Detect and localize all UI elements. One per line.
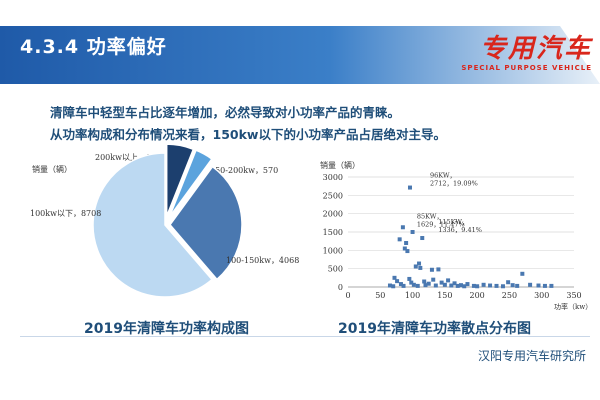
scatter-point-12 [436,267,440,271]
scatter-point-42 [511,283,515,287]
scatter-point-48 [549,284,553,288]
brand-logo: 专用汽车 SPECIAL PURPOSE VEHICLE [458,34,592,78]
scatter-point-25 [434,284,438,288]
scatter-ytick-5: 2500 [323,191,343,200]
scatter-xtick-7: 350 [566,291,581,300]
footer-text: 汉阳专用汽车研究所 [478,347,586,364]
logo-main-text: 专用汽车 [458,34,592,64]
pie-chart: 销量（辆）200kw以上，857150-200kw，570100-150kw，4… [0,140,300,330]
scatter-point-44 [520,272,524,276]
scatter-ytick-0: 0 [338,283,343,292]
scatter-ytick-2: 1000 [323,246,343,255]
scatter-point-24 [431,278,435,282]
scatter-xtick-5: 250 [502,291,517,300]
scatter-point-45 [528,283,532,287]
scatter-annotation-0-line-1: 2712，19.09% [430,180,478,188]
scatter-point-14 [395,279,399,283]
scatter-xtick-4: 200 [470,291,485,300]
scatter-annotation-0-line-0: 96KW， [430,172,456,180]
pie-ylabel: 销量（辆） [32,164,72,174]
scatter-point-23 [427,282,431,286]
scatter-point-11 [430,268,434,272]
scatter-xtick-2: 100 [405,291,420,300]
intro-line-1: 清障车中轻型车占比逐年增加，必然导致对小功率产品的青睐。 [50,102,400,121]
scatter-point-0 [408,186,412,190]
scatter-point-20 [416,284,420,288]
scatter-point-4 [404,241,408,245]
scatter-ytick-6: 3000 [323,173,343,182]
scatter-point-16 [402,284,406,288]
page-title: 4.3.4 功率偏好 [20,32,167,59]
scatter-point-17 [407,277,411,281]
scatter-point-27 [443,283,447,287]
scatter-point-7 [405,249,409,253]
scatter-point-40 [501,284,505,288]
scatter-point-39 [495,284,499,288]
scatter-ylabel: 销量（辆） [320,160,360,170]
scatter-point-3 [398,237,402,241]
scatter-point-9 [417,262,421,266]
scatter-point-46 [536,284,540,288]
scatter-xtick-6: 300 [534,291,549,300]
scatter-xtick-0: 0 [345,291,350,300]
scatter-point-38 [488,284,492,288]
scatter-xlabel: 功率（kw） [554,302,592,311]
logo-sub-text: SPECIAL PURPOSE VEHICLE [458,64,592,72]
scatter-point-34 [465,282,469,286]
scatter-point-37 [482,283,486,287]
scatter-point-1 [401,225,405,229]
pie-chart-title: 2019年清障车功率构成图 [84,318,249,338]
scatter-point-41 [506,280,510,284]
scatter-point-28 [446,278,450,282]
scatter-point-47 [543,284,547,288]
scatter-point-19 [412,283,416,287]
footer-divider [20,336,590,337]
scatter-point-6 [411,230,415,234]
scatter-point-2 [420,236,424,240]
scatter-point-43 [515,284,519,288]
scatter-point-10 [418,266,422,270]
scatter-ytick-1: 500 [328,265,343,274]
scatter-xtick-1: 50 [375,291,385,300]
scatter-point-36 [475,284,479,288]
scatter-xtick-3: 150 [437,291,452,300]
scatter-chart-title: 2019年清障车功率散点分布图 [338,318,531,338]
scatter-ytick-4: 2000 [323,210,343,219]
scatter-point-21 [422,280,426,284]
scatter-annotation-2-line-0: 115KW， [438,218,468,226]
scatter-annotation-2-line-1: 1336，9.41% [438,226,482,234]
pie-label-2: 100-150kw，4068 [226,256,299,265]
pie-label-3: 100kw以下，8708 [30,209,101,218]
scatter-chart: 销量（辆） 0 500 1000 1500 2000 2500 3000 0 50 100 150 20… [300,150,600,320]
scatter-ytick-3: 1500 [323,228,343,237]
scatter-point-50 [391,284,395,288]
